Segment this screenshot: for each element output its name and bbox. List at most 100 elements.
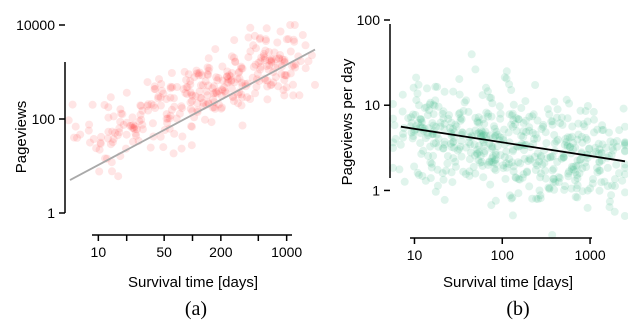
panel-b-data-point xyxy=(473,129,482,138)
panel-b-data-point xyxy=(613,142,622,151)
panel-a-data-point xyxy=(133,125,141,134)
panel-b-data-point xyxy=(500,153,509,162)
panel-b-data-point xyxy=(595,186,604,195)
panel-b-data-point xyxy=(621,141,628,150)
panel-b-data-point xyxy=(612,160,621,169)
panel-b-data-point xyxy=(489,151,498,160)
panel-a-data-point xyxy=(257,53,266,62)
panel-b-data-point xyxy=(442,166,450,175)
panel-a-data-point xyxy=(276,51,284,59)
panel-b-data-point xyxy=(416,115,425,124)
panel-a-data-point xyxy=(186,80,195,89)
panel-b-data-point xyxy=(578,138,587,147)
panel-a-data-point xyxy=(147,100,156,108)
panel-b-data-point xyxy=(585,144,594,153)
panel-b-data-point xyxy=(514,115,523,124)
panel-b-data-point xyxy=(621,147,628,156)
panel-b-data-point xyxy=(443,159,452,168)
panel-b-data-point xyxy=(621,188,628,197)
panel-a-data-point xyxy=(106,140,115,149)
panel-b-data-point xyxy=(439,144,448,153)
panel-a-data-point xyxy=(278,55,287,64)
panel-b-data-point xyxy=(466,148,475,157)
panel-b-data-point xyxy=(391,134,400,143)
panel-b-data-point xyxy=(545,185,554,193)
panel-a-data-point xyxy=(249,62,258,71)
panel-b-data-point xyxy=(541,128,550,137)
panel-b-data-point xyxy=(562,95,571,104)
panel-a-data-point xyxy=(256,65,265,74)
panel-a-data-point xyxy=(196,93,205,102)
panel-a-data-point xyxy=(197,94,206,103)
panel-b-data-point xyxy=(502,163,511,172)
panel-b-data-point xyxy=(487,157,496,166)
panel-a-y-axis-label: Pageviews xyxy=(13,101,30,174)
panel-b-data-point xyxy=(492,127,501,136)
panel-b-data-point xyxy=(455,90,464,99)
panel-b-data-point xyxy=(549,178,558,186)
panel-b-data-point xyxy=(552,137,561,146)
panel-a-data-point xyxy=(116,117,125,126)
panel-a-axes: 10 50 200 1000 1 100 10000 xyxy=(16,17,302,260)
panel-b-data-point xyxy=(543,105,552,114)
panel-b-data-point xyxy=(556,119,565,128)
panel-b-data-point xyxy=(548,166,557,175)
panel-a-data-point xyxy=(264,65,273,74)
panel-b-data-point xyxy=(605,197,614,206)
panel-b-data-point xyxy=(409,83,418,92)
panel-b-data-point xyxy=(454,110,463,119)
panel-b-data-point xyxy=(578,187,587,196)
panel-b-data-point xyxy=(476,130,485,138)
panel-a-data-point xyxy=(233,75,242,84)
panel-a-data-point xyxy=(85,120,94,129)
panel-a-data-point xyxy=(151,85,160,93)
panel-a-data-point xyxy=(282,35,291,44)
panel-b-data-point xyxy=(470,140,479,149)
panel-b-data-point xyxy=(559,153,568,162)
panel-b-data-point xyxy=(539,122,547,131)
panel-a-data-point xyxy=(276,27,285,36)
panel-a-data-point xyxy=(166,93,175,102)
panel-b-data-point xyxy=(399,129,407,138)
panel-b-data-point xyxy=(578,164,587,173)
panel-b-x-tick-label: 10 xyxy=(407,247,423,263)
panel-b-data-point xyxy=(464,107,473,116)
panel-a-data-point xyxy=(138,106,147,115)
panel-b-data-point xyxy=(490,164,499,173)
panel-b-data-point xyxy=(496,109,505,118)
panel-a-x-tick-label: 50 xyxy=(156,244,172,260)
panel-a-data-point xyxy=(256,62,265,71)
panel-b-data-point xyxy=(491,159,500,168)
panel-b-data-point xyxy=(444,114,453,123)
panel-b-data-point xyxy=(495,133,504,142)
panel-a-data-point xyxy=(265,61,274,70)
panel-b-data-point xyxy=(505,80,514,89)
panel-a-data-point xyxy=(169,149,178,158)
panel-a-data-point xyxy=(159,143,168,152)
panel-b-data-point xyxy=(507,86,516,94)
panel-a-data-point xyxy=(244,53,253,62)
panel-a-data-point xyxy=(204,54,213,63)
panel-a-data-point xyxy=(226,72,235,81)
panel-a-data-point xyxy=(187,141,196,150)
panel-b-data-point xyxy=(590,115,598,124)
panel-a-data-point xyxy=(237,78,246,87)
panel-a-data-point xyxy=(131,129,140,138)
panel-b-data-point xyxy=(514,189,523,198)
panel-a-data-point xyxy=(262,62,271,71)
panel-b-data-point xyxy=(429,139,438,148)
panel-b-data-point xyxy=(500,73,509,82)
panel-a-data-point xyxy=(180,67,189,76)
panel-b-data-point xyxy=(621,138,628,147)
panel-a-data-point xyxy=(275,54,284,63)
panel-b-data-point xyxy=(537,169,545,178)
panel-b-data-point xyxy=(465,167,474,176)
panel-b-data-point xyxy=(605,128,613,137)
panel-a-data-point xyxy=(170,129,179,138)
panel-b-data-point xyxy=(514,175,523,183)
panel-b-data-point xyxy=(525,154,534,163)
panel-a-data-point xyxy=(254,58,263,67)
panel-b-data-point xyxy=(512,126,521,135)
panel-b-data-point xyxy=(412,96,421,105)
